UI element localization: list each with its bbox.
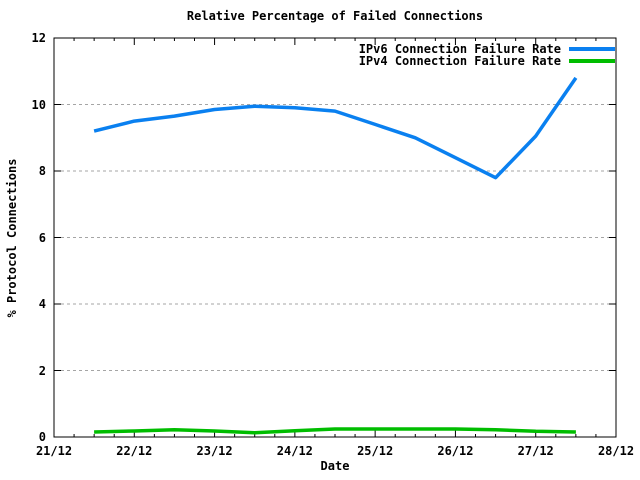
y-tick-label-10: 10 <box>31 97 46 112</box>
x-axis-label: Date <box>320 459 350 473</box>
x-tick-label-22-12: 22/12 <box>116 444 153 458</box>
legend-label: IPv4 Connection Failure Rate <box>358 54 561 68</box>
y-tick-label-8: 8 <box>38 164 46 178</box>
legend: IPv6 Connection Failure Rate IPv4 Connect… <box>358 42 615 68</box>
x-tick-label-26-12: 26/12 <box>437 444 474 458</box>
chart-title: Relative Percentage of Failed Connection… <box>186 9 484 23</box>
legend-line-sample-icon <box>569 47 615 51</box>
y-tick-label-0: 0 <box>38 430 46 444</box>
x-tick-label-21-12: 21/12 <box>35 444 73 458</box>
legend-row-ipv4: IPv4 Connection Failure Rate <box>358 54 615 68</box>
x-tick-label-25-12: 25/12 <box>357 444 394 458</box>
x-tick-label-23-12: 23/12 <box>196 444 233 458</box>
y-tick-label-2: 2 <box>38 363 46 378</box>
legend-line-sample-icon <box>569 59 615 63</box>
x-tick-label-27-12: 27/12 <box>517 444 554 458</box>
series-line-ipv6 <box>93 76 578 180</box>
y-tick-label-12: 12 <box>31 31 46 45</box>
legend-label: IPv6 Connection Failure Rate <box>358 42 561 56</box>
y-tick-label-6: 6 <box>38 230 46 245</box>
series-line-ipv4 <box>94 427 576 435</box>
x-tick-label-24-12: 24/12 <box>276 444 313 458</box>
y-tick-label-4: 4 <box>38 297 46 311</box>
legend-row-ipv6: IPv6 Connection Failure Rate <box>358 42 615 56</box>
x-tick-label-28-12: 28/12 <box>597 444 635 458</box>
